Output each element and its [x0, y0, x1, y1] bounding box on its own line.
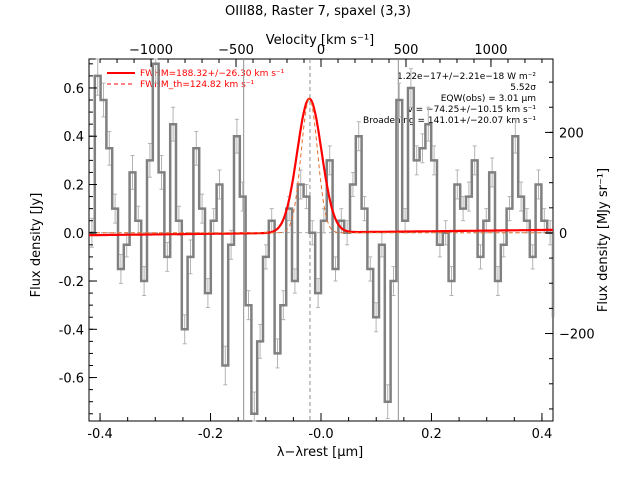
right-tick-label: 0 — [559, 227, 567, 242]
plot-area: -0.4 -0.2 -0.0 0.2 0.4 −1000 −500 0 500 1000 -0.6 -… — [59, 43, 595, 442]
x-tick-label: 0.4 — [532, 427, 553, 442]
y-tick-label: 0.2 — [63, 178, 84, 193]
spectrum-line — [89, 62, 555, 416]
annotation-text: EQW(obs) = 3.01 μm — [441, 94, 536, 104]
legend: FWHM=188.32+/−26.30 km s⁻¹FWHM_th=124.82… — [107, 69, 285, 90]
top-x-axis-label: Velocity [km s⁻¹] — [266, 33, 374, 48]
annotation-text: v = −74.25+/−10.15 km s⁻¹ — [407, 105, 536, 115]
top-tick-label: −500 — [218, 43, 254, 58]
thermal-fit-curve — [89, 98, 553, 234]
x-tick-label: -0.4 — [87, 427, 112, 442]
legend-label: FWHM=188.32+/−26.30 km s⁻¹ — [140, 69, 285, 79]
top-tick-label: 1000 — [474, 43, 507, 58]
x-tick-label: 0.2 — [421, 427, 442, 442]
x-tick-label: -0.2 — [198, 427, 223, 442]
x-tick-label: -0.0 — [308, 427, 333, 442]
y-tick-label: -0.6 — [59, 372, 84, 387]
annotation-text: Broadening = 141.01+/−20.07 km s⁻¹ — [363, 116, 536, 126]
y-tick-label: 0.0 — [63, 227, 84, 242]
top-tick-label: 500 — [394, 43, 419, 58]
gaussian-fit-curve — [89, 97, 553, 237]
spectrum-steps — [89, 62, 555, 416]
right-tick-label: −200 — [559, 328, 595, 343]
x-axis-label: λ−λrest [μm] — [277, 445, 363, 460]
annotation-text: 5.52σ — [510, 83, 536, 93]
y-tick-label: -0.2 — [59, 275, 84, 290]
y-axis-label: Flux density [Jy] — [29, 193, 44, 298]
top-tick-label: 0 — [317, 43, 325, 58]
y-tick-label: 0.4 — [63, 130, 84, 145]
axis-ticks: -0.4 -0.2 -0.0 0.2 0.4 −1000 −500 0 500 1000 -0.6 -… — [59, 43, 595, 442]
y-tick-label: -0.4 — [59, 323, 84, 338]
y-tick-label: 0.6 — [63, 82, 84, 97]
right-y-axis-label: Flux density [MJy sr⁻¹] — [596, 168, 611, 312]
annotation-text: 1.22e−17+/−2.21e−18 W m⁻² — [397, 72, 536, 82]
right-tick-label: 200 — [559, 126, 584, 141]
top-tick-label: −1000 — [129, 43, 173, 58]
legend-label: FWHM_th=124.82 km s⁻¹ — [140, 80, 255, 90]
fit-curves — [89, 97, 553, 237]
chart-title: OIII88, Raster 7, spaxel (3,3) — [225, 4, 411, 19]
